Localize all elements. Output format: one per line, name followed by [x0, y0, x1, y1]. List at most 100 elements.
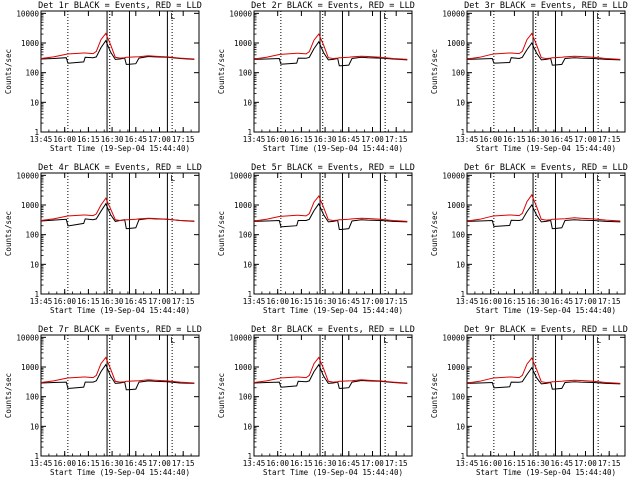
- x-axis-label: Start Time (19-Sep-04 15:44:40): [263, 468, 403, 477]
- x-tick-label: 16:30: [527, 135, 550, 144]
- plot-frame: [466, 334, 626, 457]
- y-tick-label: 1: [34, 452, 39, 461]
- y-axis-label: Counts/sec: [217, 49, 226, 94]
- plot-frame: [40, 334, 200, 457]
- x-tick-label: 16:45: [338, 297, 361, 306]
- y-tick-label: 1000: [21, 363, 40, 372]
- x-tick-label: 17:00: [574, 135, 597, 144]
- panel-title: Det 7r BLACK = Events, RED = LLD: [38, 325, 202, 335]
- x-tick-label: 16:45: [338, 459, 361, 468]
- panel-title: Det 5r BLACK = Events, RED = LLD: [251, 163, 415, 173]
- x-tick-label: 16:30: [314, 459, 337, 468]
- x-tick-label: 17:15: [385, 297, 408, 306]
- y-axis-label: Counts/sec: [4, 49, 13, 94]
- y-tick-label: 1000: [21, 201, 40, 210]
- y-tick-label: 1: [460, 452, 465, 461]
- flag-label: L: [170, 174, 175, 183]
- x-axis-label: Start Time (19-Sep-04 15:44:40): [50, 306, 190, 315]
- y-tick-label: 1: [34, 128, 39, 137]
- x-tick-label: 16:30: [527, 297, 550, 306]
- x-tick-label: 16:15: [290, 135, 313, 144]
- lld-series-line: [253, 356, 408, 384]
- x-tick-label: 17:15: [598, 297, 621, 306]
- y-tick-label: 1000: [447, 39, 466, 48]
- x-tick-label: 17:15: [598, 459, 621, 468]
- lld-series-line: [40, 32, 195, 60]
- x-axis-label: Start Time (19-Sep-04 15:44:40): [476, 306, 616, 315]
- x-tick-label: 16:00: [53, 459, 76, 468]
- x-tick-label: 17:15: [385, 459, 408, 468]
- y-tick-label: 100: [451, 393, 465, 402]
- x-tick-label: 16:15: [503, 459, 526, 468]
- y-tick-label: 1: [460, 290, 465, 299]
- x-tick-label: 16:00: [479, 459, 502, 468]
- y-tick-label: 100: [25, 393, 39, 402]
- events-series-line: [253, 202, 408, 230]
- panel-title: Det 8r BLACK = Events, RED = LLD: [251, 325, 415, 335]
- x-tick-label: 16:30: [101, 297, 124, 306]
- x-axis-label: Start Time (19-Sep-04 15:44:40): [263, 144, 403, 153]
- y-tick-label: 10: [456, 260, 466, 269]
- x-tick-label: 16:45: [551, 297, 574, 306]
- plot-frame: [466, 10, 626, 133]
- y-tick-label: 1: [34, 290, 39, 299]
- flag-label: L: [383, 174, 388, 183]
- x-tick-label: 16:45: [338, 135, 361, 144]
- y-tick-label: 10000: [16, 9, 39, 18]
- x-tick-label: 13:45: [243, 459, 266, 468]
- x-tick-label: 17:00: [361, 135, 384, 144]
- y-tick-label: 10000: [229, 333, 252, 342]
- flag-label: L: [170, 12, 175, 21]
- y-tick-label: 1: [247, 452, 252, 461]
- y-tick-label: 1: [460, 128, 465, 137]
- flag-label: L: [383, 12, 388, 21]
- y-tick-label: 10000: [229, 171, 252, 180]
- x-axis-label: Start Time (19-Sep-04 15:44:40): [263, 306, 403, 315]
- y-tick-label: 1000: [21, 39, 40, 48]
- y-tick-label: 10000: [442, 333, 465, 342]
- panel-title: Det 1r BLACK = Events, RED = LLD: [38, 1, 202, 11]
- panel-det-7: Det 7r BLACK = Events, RED = LLD 1 10 100 10…: [4, 325, 202, 477]
- events-series-line: [466, 42, 621, 66]
- y-tick-label: 10000: [442, 171, 465, 180]
- x-tick-label: 13:45: [456, 297, 479, 306]
- lld-series-line: [40, 356, 195, 384]
- x-axis-label: Start Time (19-Sep-04 15:44:40): [50, 468, 190, 477]
- x-tick-label: 16:30: [314, 297, 337, 306]
- x-tick-label: 16:30: [101, 135, 124, 144]
- flag-label: L: [170, 336, 175, 345]
- panel-title: Det 3r BLACK = Events, RED = LLD: [464, 1, 628, 11]
- x-tick-label: 13:45: [30, 135, 53, 144]
- x-tick-label: 13:45: [30, 459, 53, 468]
- y-tick-label: 1000: [447, 363, 466, 372]
- plot-frame: [253, 10, 413, 133]
- y-tick-label: 10: [243, 260, 253, 269]
- plot-frame: [40, 10, 200, 133]
- flag-label: L: [596, 174, 601, 183]
- y-tick-label: 100: [25, 69, 39, 78]
- x-tick-label: 16:30: [527, 459, 550, 468]
- x-tick-label: 16:00: [53, 297, 76, 306]
- x-tick-label: 17:00: [574, 459, 597, 468]
- panel-det-8: Det 8r BLACK = Events, RED = LLD 1 10 100 10…: [217, 325, 415, 477]
- y-tick-label: 100: [238, 231, 252, 240]
- x-tick-label: 17:00: [148, 135, 171, 144]
- x-tick-label: 16:00: [53, 135, 76, 144]
- x-tick-label: 13:45: [456, 459, 479, 468]
- x-tick-label: 16:00: [266, 297, 289, 306]
- y-tick-label: 100: [451, 69, 465, 78]
- y-tick-label: 10: [30, 422, 40, 431]
- x-tick-label: 16:45: [125, 297, 148, 306]
- panel-det-5: Det 5r BLACK = Events, RED = LLD 1 10 100 10…: [217, 163, 415, 315]
- y-tick-label: 10: [30, 98, 40, 107]
- panel-det-3: Det 3r BLACK = Events, RED = LLD 1 10 100 10…: [430, 1, 628, 153]
- panel-title: Det 6r BLACK = Events, RED = LLD: [464, 163, 628, 173]
- y-tick-label: 10: [456, 98, 466, 107]
- x-tick-label: 16:30: [314, 135, 337, 144]
- x-tick-label: 16:15: [290, 297, 313, 306]
- panel-det-9: Det 9r BLACK = Events, RED = LLD 1 10 100 10…: [430, 325, 628, 477]
- y-tick-label: 10: [243, 98, 253, 107]
- x-tick-label: 13:45: [456, 135, 479, 144]
- y-tick-label: 100: [451, 231, 465, 240]
- y-tick-label: 10000: [442, 9, 465, 18]
